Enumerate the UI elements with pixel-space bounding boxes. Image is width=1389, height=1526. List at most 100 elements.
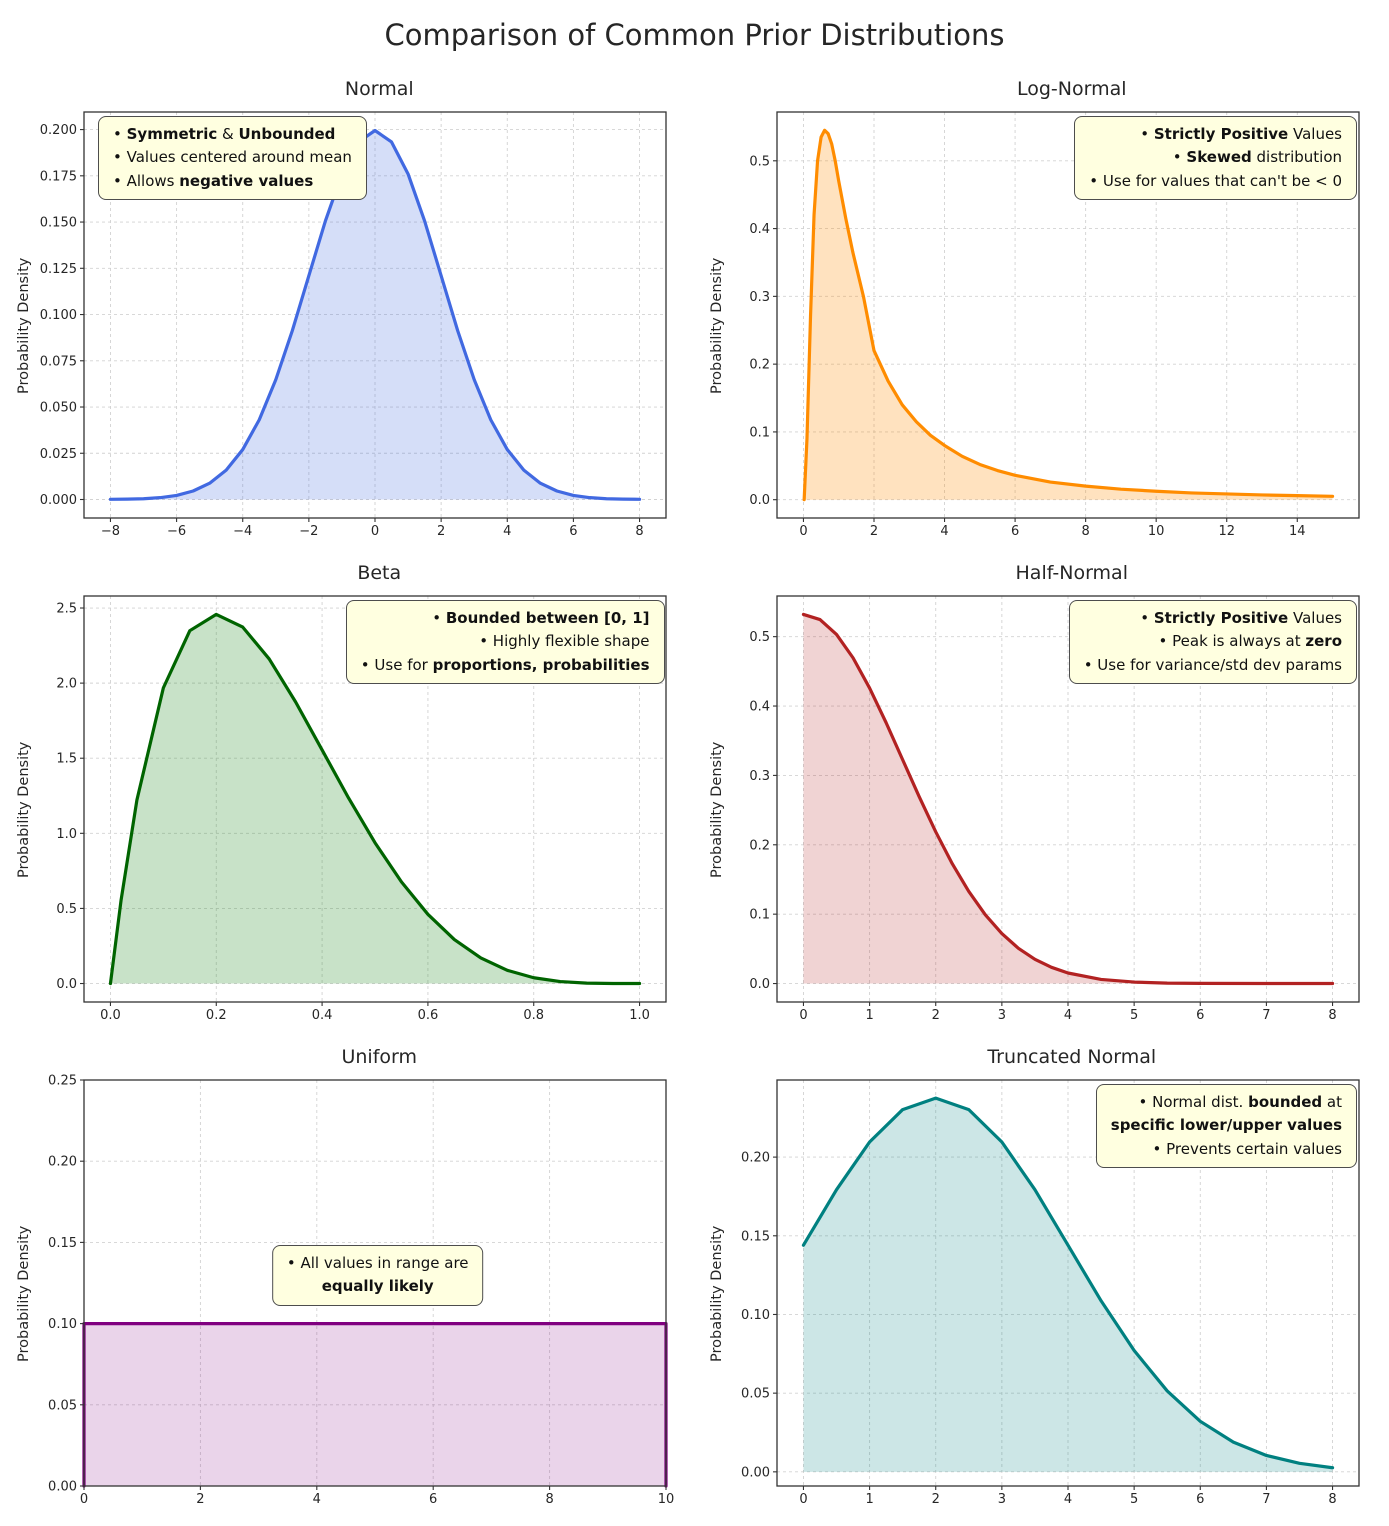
x-tick-label: 5 <box>1129 1008 1137 1023</box>
y-tick-label: 0.00 <box>48 1480 77 1495</box>
y-tick-label: 0.5 <box>749 630 770 645</box>
annotation-line: • Use for proportions, probabilities <box>360 655 650 674</box>
annotation-beta: • Bounded between [0, 1] • Highly flexibl… <box>345 600 665 684</box>
annotation-line: • Allows negative values <box>113 171 314 190</box>
plot-normal: −8 −6 −4 −2 0 2 4 6 8 0.000 0.025 0.050 0.075 0.100 0.… <box>34 104 683 548</box>
x-tick-label: 4 <box>503 524 511 539</box>
y-tick-label: 0.3 <box>749 769 770 784</box>
y-tick-label: 0.0 <box>749 493 770 508</box>
annotation-line: • Normal dist. bounded at <box>1138 1093 1342 1111</box>
x-tick-label: 3 <box>997 1492 1005 1507</box>
x-tick-label: 8 <box>545 1492 553 1507</box>
chart-title-beta: Beta <box>357 562 402 584</box>
x-tick-label: 10 <box>1147 524 1164 539</box>
y-tick-label: 0.025 <box>40 447 77 462</box>
chart-title-truncnormal: Truncated Normal <box>987 1046 1157 1068</box>
y-tick-label: 0.075 <box>40 354 77 369</box>
annotation-line: • Peak is always at zero <box>1158 632 1342 651</box>
annotation-lognormal: • Strictly Positive Values • Skewed distr… <box>1074 116 1357 200</box>
y-tick-label: 0.100 <box>40 308 77 323</box>
x-tick-label: 8 <box>1081 524 1089 539</box>
y-tick-label: 0.0 <box>749 977 770 992</box>
x-tick-label: 6 <box>429 1492 437 1507</box>
x-tick-label: 1 <box>865 1492 873 1507</box>
chart-title-lognormal: Log-Normal <box>1016 78 1127 100</box>
x-tick-label: 6 <box>1196 1492 1204 1507</box>
x-tick-label: 0 <box>799 524 807 539</box>
y-tick-label: 0.4 <box>749 700 770 715</box>
x-tick-label: 4 <box>1063 1492 1071 1507</box>
truncnormal-fill <box>802 1098 1333 1472</box>
annotation-line: • Use for values that can't be < 0 <box>1089 171 1342 190</box>
x-tick-label: −2 <box>299 524 318 539</box>
y-tick-label: 0.05 <box>741 1387 770 1402</box>
y-tick-label: 0.5 <box>749 154 770 169</box>
annotation-line: equally likely <box>321 1277 434 1296</box>
chart-title-normal: Normal <box>344 78 414 100</box>
y-tick-label: 0.15 <box>48 1236 77 1251</box>
panel-uniform: Uniform Probability Density 0 2 4 6 8 10 0.00 0… <box>14 1046 683 1516</box>
annotation-truncnormal: • Normal dist. bounded at specific lower/… <box>1095 1084 1357 1168</box>
annotation-normal: • Symmetric & Unbounded • Values centered… <box>98 116 367 200</box>
y-tick-label: 0.15 <box>741 1229 770 1244</box>
y-tick-label: 0.150 <box>40 216 77 231</box>
annotation-line: • Highly flexible shape <box>479 632 650 651</box>
x-tick-label: 6 <box>1196 1008 1204 1023</box>
y-axis-label-truncnormal: Probability Density <box>708 1225 725 1363</box>
annotation-line: • Prevents certain values <box>1152 1139 1343 1158</box>
x-tick-label: 6 <box>1010 524 1018 539</box>
y-tick-label: 0.10 <box>48 1317 77 1332</box>
y-tick-label: 0.4 <box>749 222 770 237</box>
panel-lognormal: Log-Normal Probability Density 0 2 4 6 8 10 12… <box>707 78 1376 548</box>
y-axis-label-uniform: Probability Density <box>16 1225 32 1363</box>
y-tick-label: 0.175 <box>40 169 77 184</box>
panel-beta: Beta Probability Density 0.0 0.2 0.4 0.6 0.8… <box>14 562 683 1032</box>
beta-curve <box>108 612 642 986</box>
x-tick-label: 8 <box>1328 1008 1336 1023</box>
page-title: Comparison of Common Prior Distributions <box>384 18 1005 52</box>
plot-svg-uniform: 0 2 4 6 8 10 0.00 0.05 0.10 0.15 0.20 0.25 <box>48 1074 674 1508</box>
x-tick-label: 10 <box>658 1492 674 1507</box>
panel-truncnormal: Truncated Normal Probability Density 0 1 2… <box>707 1046 1376 1516</box>
plot-lognormal: 0 2 4 6 8 10 12 14 0.0 0.1 0.2 0.3 0.4 0.5 • Strictly … <box>727 104 1376 548</box>
uniform-fill <box>84 1323 666 1486</box>
y-tick-label: 0.20 <box>48 1155 77 1170</box>
y-tick-label: 0.10 <box>741 1308 770 1323</box>
x-tick-label: 4 <box>940 524 948 539</box>
x-tick-label: 2 <box>869 524 877 539</box>
x-tick-label: −4 <box>233 524 252 539</box>
x-tick-label: 0 <box>799 1492 807 1507</box>
x-tick-label: 7 <box>1262 1492 1270 1507</box>
x-tick-label: 0.2 <box>206 1008 227 1023</box>
beta-fill <box>110 614 640 984</box>
x-tick-label: 2 <box>931 1008 939 1023</box>
x-tick-label: −8 <box>101 524 120 539</box>
y-axis-label-normal: Probability Density <box>16 257 32 395</box>
annotation-halfnormal: • Strictly Positive Values • Peak is alwa… <box>1068 600 1357 684</box>
y-tick-label: 1.5 <box>56 752 77 767</box>
x-tick-label: 4 <box>1063 1008 1071 1023</box>
annotation-line: • Symmetric & Unbounded <box>113 125 336 143</box>
x-tick-label: 0.6 <box>418 1008 439 1023</box>
annotation-line: • All values in range are <box>286 1254 469 1273</box>
halfnormal-curve <box>801 612 1334 986</box>
x-tick-label: 5 <box>1129 1492 1137 1507</box>
chart-title-uniform: Uniform <box>341 1046 418 1068</box>
plot-svg-normal: −8 −6 −4 −2 0 2 4 6 8 0.000 0.025 0.050 0.075 0.100 0.… <box>40 111 667 539</box>
y-tick-label: 0.5 <box>56 902 77 917</box>
x-tick-label: 6 <box>569 524 577 539</box>
x-tick-label: 1 <box>865 1008 873 1023</box>
y-tick-label: 0.3 <box>749 290 770 305</box>
annotation-line: • Strictly Positive Values <box>1140 609 1342 627</box>
x-tick-label: 0.8 <box>523 1008 544 1023</box>
annotation-line: • Bounded between [0, 1] <box>432 609 650 627</box>
x-tick-label: 7 <box>1262 1008 1270 1023</box>
y-tick-label: 0.1 <box>749 425 770 440</box>
annotation-line: • Skewed distribution <box>1172 148 1342 167</box>
x-tick-label: 3 <box>997 1008 1005 1023</box>
x-tick-label: 8 <box>1328 1492 1336 1507</box>
halfnormal-fill <box>802 614 1333 984</box>
plot-truncnormal: 0 1 2 3 4 5 6 7 8 0.00 0.05 0.10 0.15 0.20 • Normal di… <box>727 1072 1376 1516</box>
y-tick-label: 0.125 <box>40 262 77 277</box>
y-tick-label: 0.2 <box>749 358 770 373</box>
